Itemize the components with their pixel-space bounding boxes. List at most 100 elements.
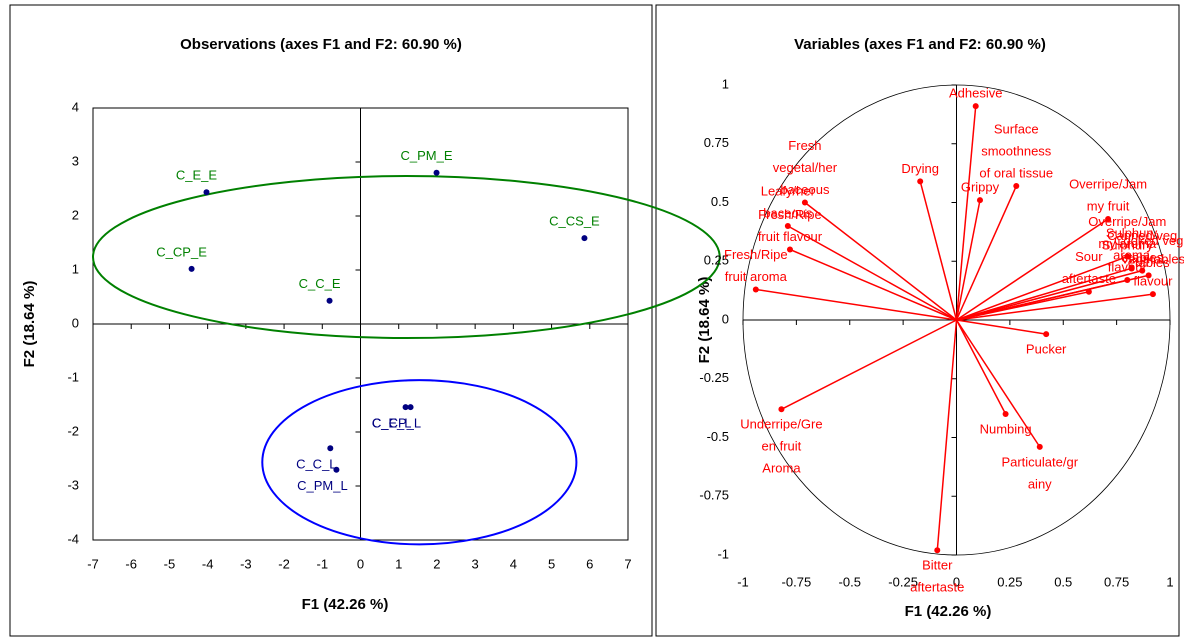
x-tick-label: -2 bbox=[278, 556, 290, 571]
y-tick-label: -4 bbox=[67, 531, 79, 546]
vector bbox=[956, 319, 1047, 335]
vector-label: flavour bbox=[1108, 259, 1148, 274]
vector-end bbox=[1085, 288, 1092, 295]
vector-label: Drying bbox=[901, 161, 939, 176]
vector-label: Bitter bbox=[922, 558, 953, 573]
x-tick-label: 0 bbox=[357, 556, 364, 571]
vector bbox=[955, 106, 977, 321]
x-tick-label: -6 bbox=[125, 556, 137, 571]
point bbox=[203, 189, 210, 196]
vector-end bbox=[1043, 331, 1050, 338]
vector bbox=[919, 181, 958, 321]
y-tick-label: 4 bbox=[72, 99, 79, 114]
x-tick-label: 0.25 bbox=[997, 574, 1022, 589]
vector-label: etables bbox=[1128, 255, 1170, 270]
vector-label: Surface bbox=[994, 121, 1039, 136]
point-label: C_CP_E bbox=[156, 244, 207, 259]
panel-border bbox=[655, 4, 1180, 637]
vector-label: my aroma bbox=[1098, 236, 1157, 251]
x-tick-label: -7 bbox=[87, 556, 99, 571]
y-tick-label: 1 bbox=[72, 261, 79, 276]
x-tick-label: 4 bbox=[510, 556, 517, 571]
x-tick-label: 0.75 bbox=[1104, 574, 1129, 589]
vector-label: en fruit bbox=[762, 439, 802, 454]
vector-end bbox=[1149, 291, 1156, 298]
point bbox=[581, 235, 588, 242]
x-tick-label: -3 bbox=[240, 556, 252, 571]
vector bbox=[956, 293, 1154, 321]
vector-end bbox=[786, 246, 793, 253]
y-tick-label: 3 bbox=[72, 153, 79, 168]
vector bbox=[955, 200, 981, 321]
vector-label: Overripe/Jam bbox=[1088, 214, 1166, 229]
vector-end bbox=[752, 286, 759, 293]
vector bbox=[956, 267, 1132, 321]
vector-end bbox=[778, 406, 785, 413]
x-tick-label: 7 bbox=[624, 556, 631, 571]
y-tick-label: -0.5 bbox=[707, 429, 729, 444]
vector-label: ainy bbox=[1028, 476, 1052, 491]
y-tick-label: 0 bbox=[722, 311, 729, 326]
x-tick-label: 0.5 bbox=[1054, 574, 1072, 589]
y-tick-label: -2 bbox=[67, 423, 79, 438]
vector-label: Sour bbox=[1075, 249, 1103, 264]
vector-label: etables bbox=[1121, 250, 1163, 265]
x-tick-label: 3 bbox=[472, 556, 479, 571]
vector-end bbox=[972, 103, 979, 110]
x-tick-label: -1 bbox=[737, 574, 749, 589]
vector bbox=[956, 255, 1128, 321]
x-tick-label: -0.25 bbox=[888, 574, 918, 589]
y-axis-title: F2 (18.64 %) bbox=[21, 281, 38, 368]
point bbox=[333, 466, 340, 473]
vector-label: Canned veg bbox=[1107, 228, 1177, 243]
vector-label: my fruit bbox=[1087, 198, 1130, 213]
point bbox=[402, 404, 409, 411]
vector bbox=[955, 185, 1017, 321]
vector-label: aroma bbox=[1113, 248, 1151, 263]
x-tick-label: 2 bbox=[433, 556, 440, 571]
vector bbox=[955, 319, 1007, 415]
point bbox=[326, 297, 333, 304]
vector-end bbox=[1036, 443, 1043, 450]
vector-label: aftertaste bbox=[910, 580, 964, 595]
vector-label: Grippy bbox=[961, 180, 1000, 195]
vector-label: Cooked veg bbox=[1114, 233, 1183, 248]
x-tick-label: 6 bbox=[586, 556, 593, 571]
vector-label: vegetal/her bbox=[773, 160, 838, 175]
vector-label: Fresh/Ripe bbox=[724, 247, 788, 262]
vector-end bbox=[1145, 272, 1152, 279]
x-tick-label: 5 bbox=[548, 556, 555, 571]
confidence-ellipse bbox=[92, 175, 721, 340]
y-tick-label: 1 bbox=[722, 76, 729, 91]
correlation-circle bbox=[742, 84, 1171, 556]
vector-end bbox=[934, 547, 941, 554]
x-axis-title: F1 (42.26 %) bbox=[905, 603, 992, 620]
vector-end bbox=[1105, 215, 1112, 222]
vector-end bbox=[1124, 277, 1131, 284]
x-tick-label: -4 bbox=[202, 556, 214, 571]
vector-label: smoothness bbox=[981, 143, 1052, 158]
vector bbox=[955, 319, 1041, 448]
x-axis-title: F1 (42.26 %) bbox=[302, 596, 389, 613]
vector-label: Numbing bbox=[980, 421, 1032, 436]
vector-label: fruit flavour bbox=[758, 229, 823, 244]
chart-title: Observations (axes F1 and F2: 60.90 %) bbox=[180, 36, 462, 53]
vector-label: Aroma bbox=[762, 461, 801, 476]
confidence-ellipse bbox=[261, 379, 578, 546]
vector-label: Overripe/Jam bbox=[1069, 176, 1147, 191]
x-tick-label: 1 bbox=[395, 556, 402, 571]
point bbox=[407, 404, 414, 411]
vector-label: of oral tissue bbox=[979, 165, 1053, 180]
point-label: C_CP_L bbox=[372, 416, 421, 431]
vector-label: Adhesive bbox=[949, 86, 1002, 101]
vector bbox=[956, 291, 1090, 321]
vector-end bbox=[917, 178, 924, 185]
vector-label: baceous bbox=[763, 205, 813, 220]
vector-label: Pucker bbox=[1026, 342, 1067, 357]
vector-end bbox=[976, 197, 983, 204]
y-tick-label: -3 bbox=[67, 477, 79, 492]
x-tick-label: -5 bbox=[164, 556, 176, 571]
vector bbox=[755, 288, 957, 321]
y-tick-label: 0.5 bbox=[711, 194, 729, 209]
